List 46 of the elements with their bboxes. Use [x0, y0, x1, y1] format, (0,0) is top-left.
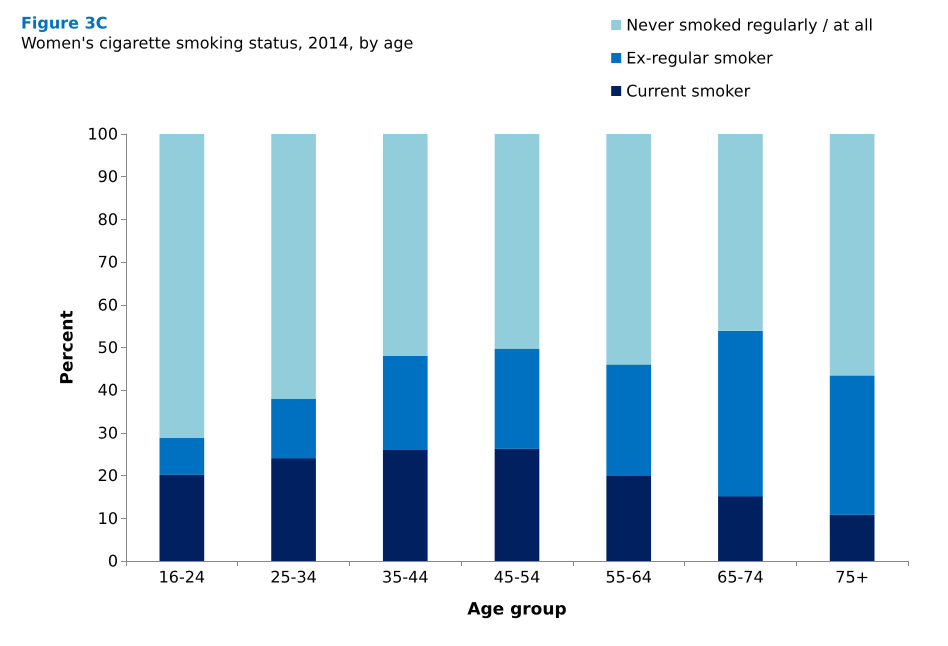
- y-tick-label: 80: [98, 210, 118, 229]
- bar: [494, 348, 540, 449]
- bar: [382, 450, 428, 561]
- x-tick-label: 65-74: [717, 568, 764, 586]
- y-tick-label: 20: [98, 466, 118, 486]
- legend-label: Never smoked regularly / at all: [626, 16, 873, 34]
- x-tick-label: 75+: [835, 568, 870, 586]
- bar: [718, 330, 763, 497]
- bar: [160, 134, 204, 438]
- x-tick-label: 35-44: [382, 568, 429, 586]
- bar: [160, 438, 204, 475]
- y-tick-label: 60: [98, 295, 118, 314]
- chart-subtitle: Women's cigarette smoking status, 2014, by age: [21, 34, 414, 52]
- y-tick-label: 70: [98, 252, 118, 272]
- bar: [382, 356, 428, 450]
- y-tick-label: 0: [108, 552, 118, 570]
- x-tick-label: 55-64: [605, 568, 652, 586]
- x-tick-label: 25-34: [270, 568, 317, 586]
- y-axis-title: Percent: [58, 310, 78, 385]
- bar: [606, 476, 652, 561]
- bar: [830, 376, 874, 515]
- bar: [830, 514, 874, 561]
- y-tick-label: 100: [87, 124, 118, 144]
- bar: [271, 458, 316, 561]
- bar: [382, 134, 428, 356]
- bar: [494, 134, 540, 349]
- y-tick-label: 10: [98, 508, 118, 528]
- y-tick-label: 30: [98, 423, 118, 442]
- bar: [160, 474, 204, 561]
- bar: [494, 448, 540, 561]
- x-tick-label: 45-54: [494, 568, 540, 586]
- legend-label: Current smoker: [626, 82, 751, 100]
- y-tick-label: 50: [98, 338, 118, 357]
- bar: [718, 134, 763, 331]
- chart-title: Figure 3C: [21, 14, 108, 32]
- bar: [718, 496, 763, 561]
- x-axis-title: Age group: [467, 600, 567, 620]
- legend-label: Ex-regular smoker: [626, 48, 774, 68]
- bar: [271, 134, 316, 399]
- bar: [271, 398, 316, 459]
- bar: [606, 134, 652, 365]
- x-tick-label: 16-24: [158, 568, 206, 586]
- y-tick-label: 40: [98, 380, 118, 400]
- bar: [830, 134, 874, 376]
- y-tick-label: 90: [98, 167, 118, 186]
- bar: [606, 364, 652, 476]
